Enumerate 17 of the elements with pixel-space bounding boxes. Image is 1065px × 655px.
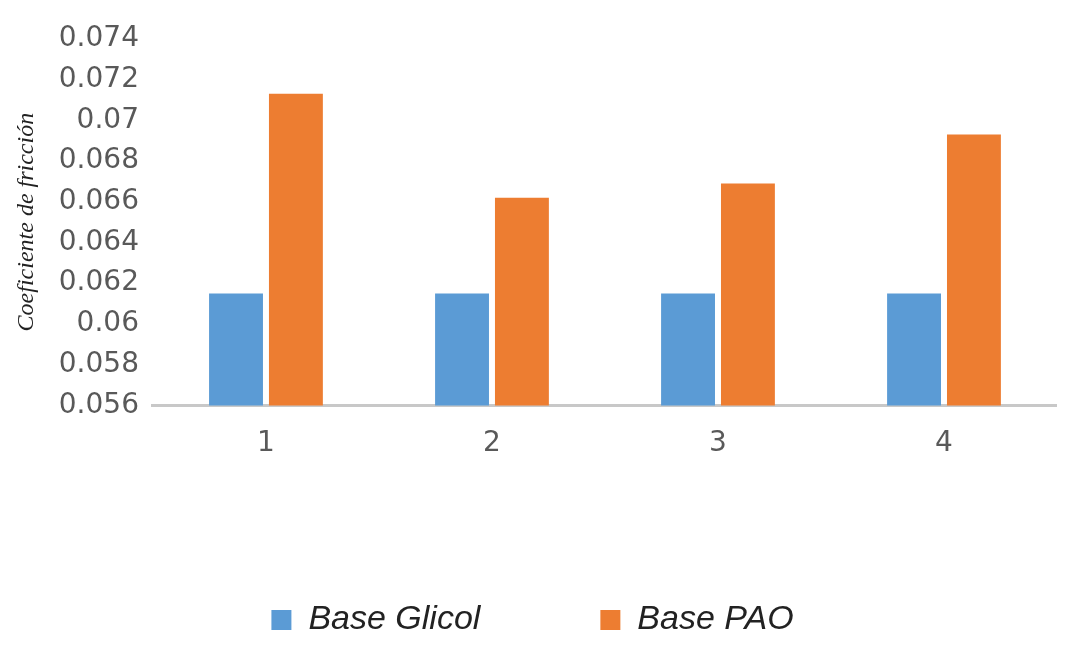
y-tick-label: 0.064 — [58, 223, 139, 257]
x-tick-label: 2 — [483, 425, 501, 459]
y-tick-label: 0.062 — [58, 264, 139, 298]
y-tick-label: 0.06 — [76, 305, 139, 339]
y-tick-label: 0.066 — [58, 183, 139, 217]
y-tick-label: 0.072 — [58, 60, 139, 94]
y-tick-label: 0.074 — [58, 20, 139, 54]
y-tick-label: 0.07 — [76, 101, 139, 135]
legend-label: Base Glicol — [308, 598, 482, 637]
x-tick-label: 4 — [935, 425, 953, 459]
y-tick-label: 0.058 — [58, 345, 139, 379]
x-tick-label: 1 — [257, 425, 275, 459]
legend-label: Base PAO — [637, 598, 794, 637]
y-tick-label: 0.068 — [58, 142, 139, 176]
y-tick-label: 0.056 — [58, 386, 139, 420]
x-tick-label: 3 — [709, 425, 727, 459]
y-axis-title: Coeficiente de fricción — [11, 112, 38, 332]
